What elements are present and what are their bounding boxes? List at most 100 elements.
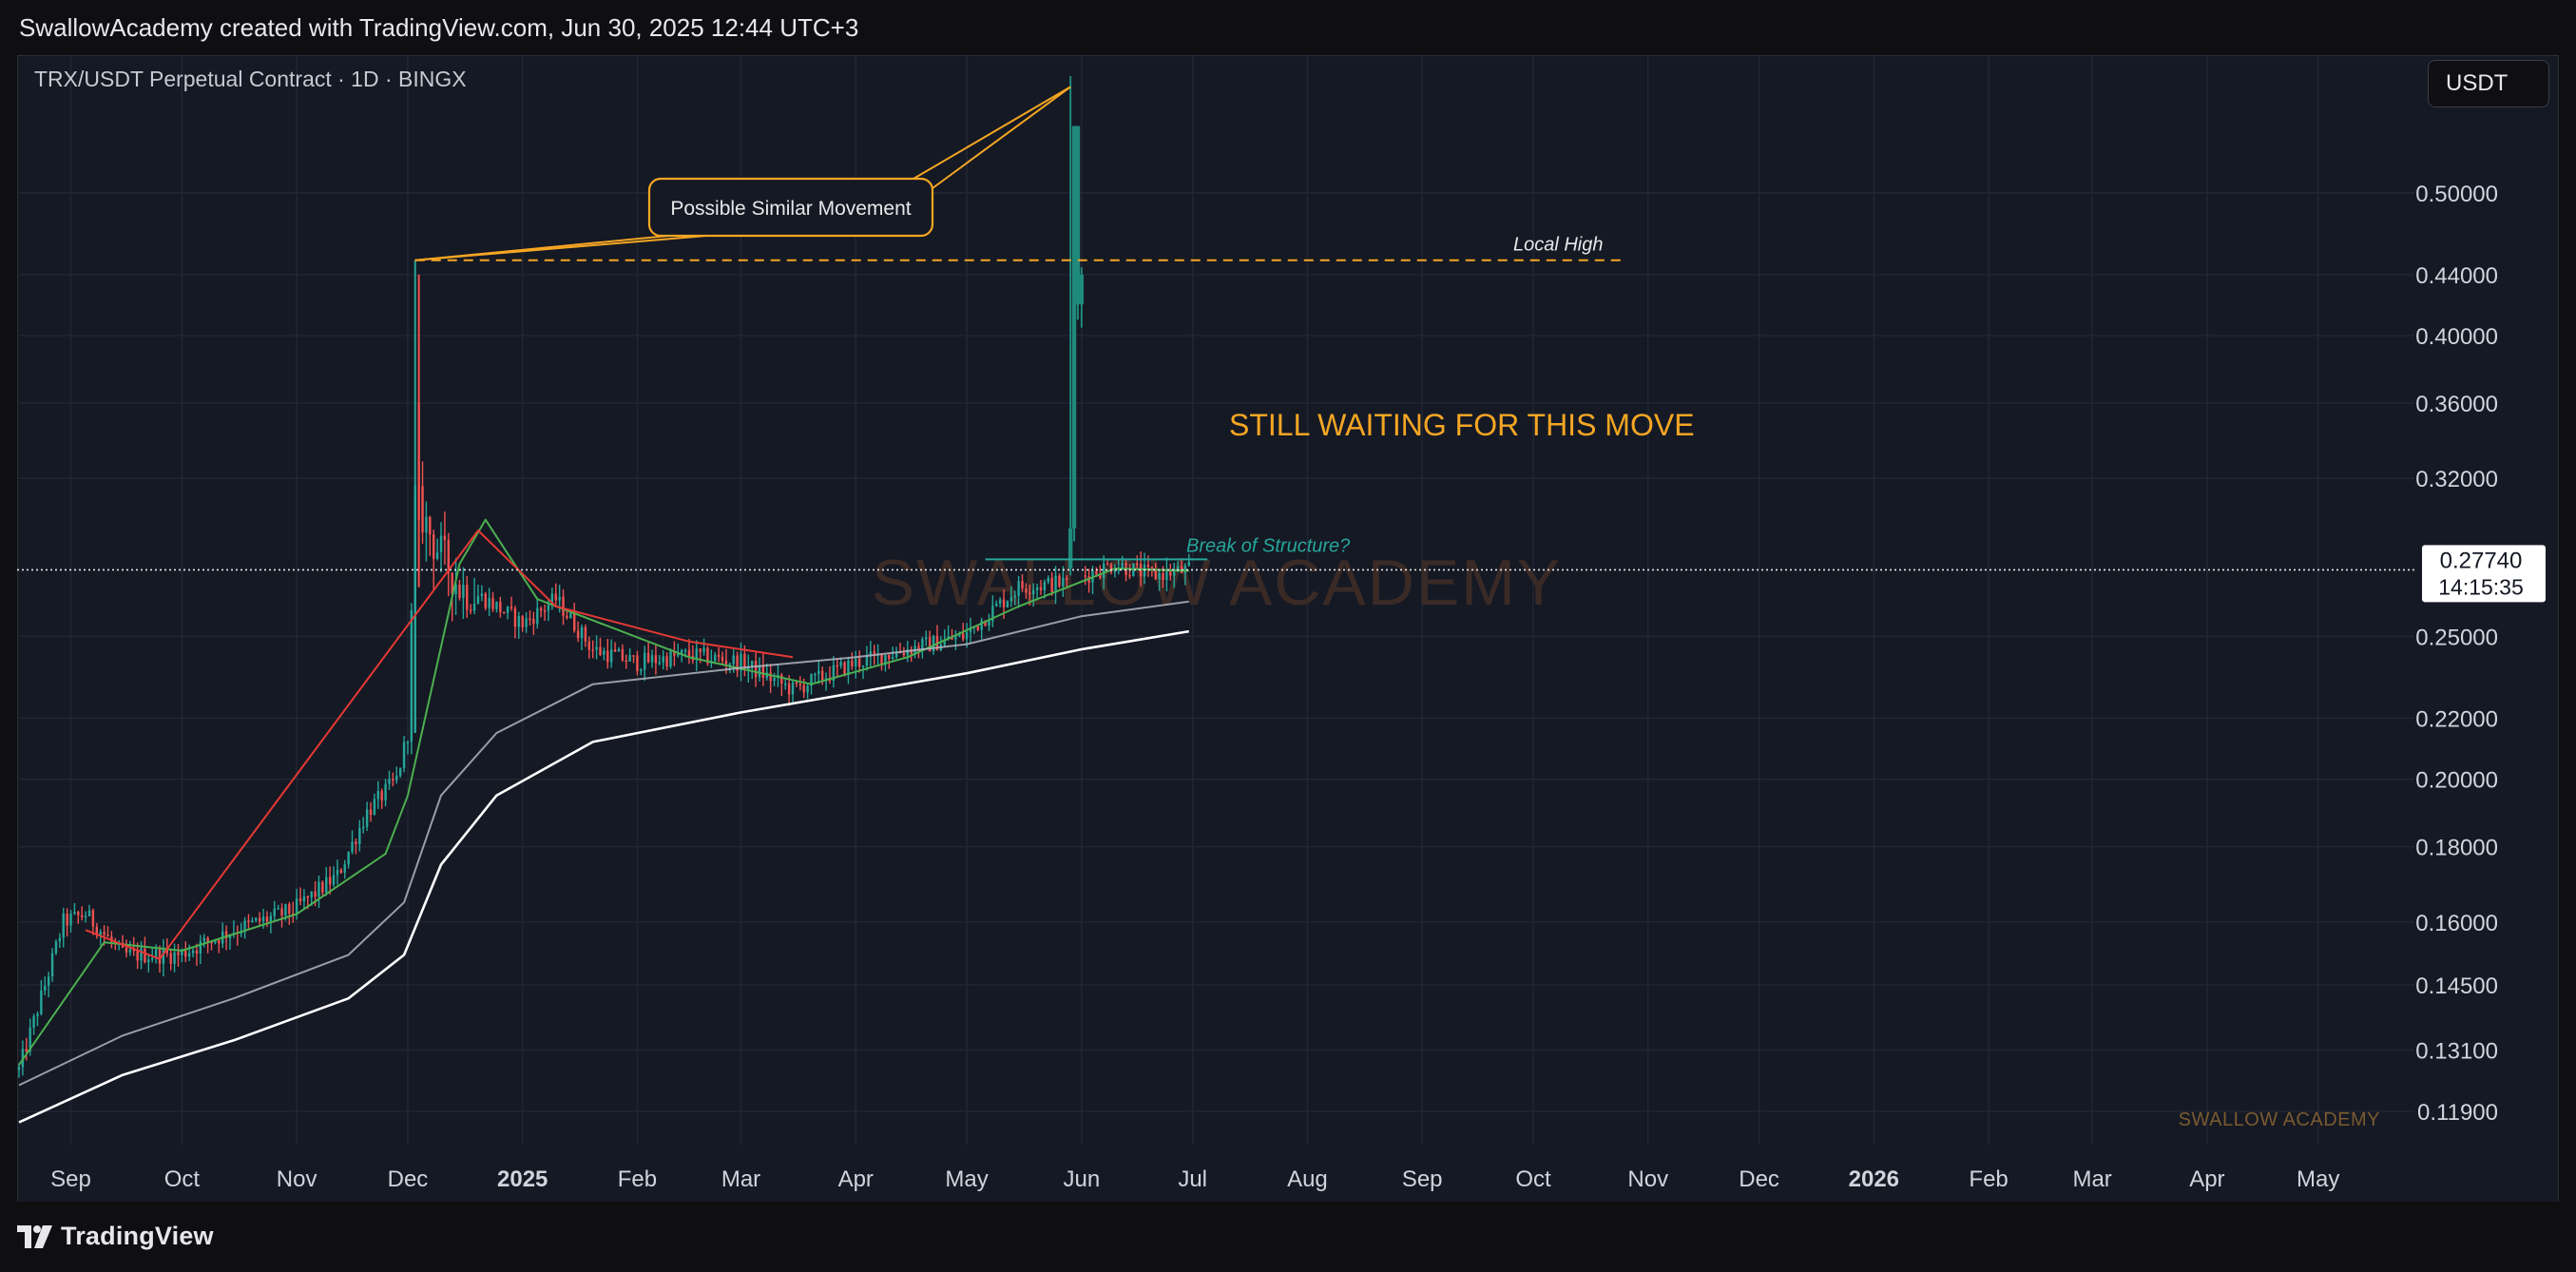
tradingview-logo-text: TradingView [61, 1222, 214, 1250]
candle-body [302, 896, 306, 902]
candle-body [806, 685, 809, 693]
price-chart[interactable]: SWALLOW ACADEMY Local High Possible Simila… [17, 55, 2557, 1201]
candle-body [1066, 577, 1068, 580]
candle-body [87, 910, 91, 916]
candle-body [621, 648, 625, 661]
candle-body [628, 655, 631, 662]
candle-body [128, 949, 132, 953]
candle-body [632, 655, 635, 657]
candle-body [1113, 570, 1117, 572]
top-bar: SwallowAcademy created with TradingView.… [0, 0, 2576, 55]
candle-body [210, 941, 213, 944]
candle-body [988, 621, 990, 626]
candle-body [443, 535, 447, 540]
candle-body [417, 402, 420, 520]
candle-body [865, 655, 869, 666]
candle-body [435, 551, 439, 559]
callout-box [647, 177, 934, 238]
moving-average-line [18, 629, 1190, 1124]
candle-body [798, 684, 802, 685]
candle-body [177, 952, 180, 955]
candle-body [861, 665, 865, 667]
candle-body [740, 653, 742, 671]
candle-body [169, 953, 172, 964]
y-tick-label: 0.50000 [2415, 182, 2498, 207]
candle-body [784, 683, 787, 685]
candle-body [1013, 595, 1016, 598]
callout-text: Possible Similar Movement [670, 198, 911, 220]
candle-body [154, 949, 158, 958]
candle-body [314, 891, 317, 897]
candle-body [1084, 575, 1086, 577]
candle-body [191, 950, 195, 954]
candle-body [721, 656, 724, 662]
candle-body [562, 596, 565, 616]
x-tick-label: Sep [50, 1166, 91, 1192]
candle-body [224, 931, 228, 939]
candle-body [547, 605, 550, 611]
candle-body [1050, 577, 1053, 592]
candle-body [351, 841, 354, 853]
candle-body [388, 779, 391, 784]
candle-body [439, 535, 443, 552]
candle-body [25, 1049, 28, 1052]
y-tick-label: 0.13100 [2415, 1038, 2498, 1064]
chart-frame[interactable] [17, 55, 2559, 1203]
candle-body [917, 646, 920, 651]
candle-body [580, 626, 584, 639]
x-tick-label: 2026 [1849, 1166, 1899, 1192]
tradingview-logo[interactable]: TradingView [17, 1222, 214, 1251]
candle-body [662, 656, 664, 663]
y-tick-label: 0.25000 [2415, 625, 2498, 650]
candle-body [646, 652, 650, 663]
candle-body [1021, 581, 1024, 589]
candle-body [706, 647, 709, 664]
currency-button[interactable]: USDT [2428, 60, 2549, 107]
candle-body [873, 651, 875, 654]
callout-connector-right [932, 86, 1071, 189]
candle-body [795, 682, 798, 684]
candle-body [284, 904, 287, 916]
candle-body [184, 950, 187, 957]
candle-body [847, 660, 850, 675]
candle-body [365, 809, 369, 827]
candle-body [66, 914, 68, 926]
candle-body [961, 633, 965, 640]
candle-body [77, 912, 80, 915]
candle-body [576, 630, 580, 639]
moving-average-line [18, 600, 1189, 1087]
y-tick-label: 0.18000 [2415, 836, 2498, 861]
candle-body [839, 662, 842, 666]
candle-body [269, 915, 273, 922]
candle-body [910, 649, 913, 655]
candle-body [447, 539, 451, 573]
candle-body [539, 607, 543, 611]
candle-body [1075, 125, 1081, 305]
candle-body [140, 948, 143, 961]
candle-body [787, 683, 791, 695]
candle-body [677, 653, 680, 656]
candle-body [644, 652, 646, 670]
candle-body [836, 665, 838, 667]
candle-body [673, 651, 676, 656]
candle-body [147, 959, 150, 963]
candle-body [384, 783, 387, 800]
candle-body [103, 932, 106, 935]
x-tick-label: Aug [1287, 1166, 1328, 1192]
candle-body [495, 601, 498, 609]
candle-body [1025, 588, 1028, 593]
candle-body [817, 670, 820, 674]
candle-body [1002, 599, 1006, 607]
candle-body [1079, 274, 1085, 305]
candle-body [536, 607, 539, 625]
candle-body [525, 618, 528, 627]
candle-body [857, 658, 861, 667]
candle-body [891, 657, 894, 660]
candle-body [943, 639, 946, 646]
break-of-structure-label: Break of Structure? [1186, 535, 1351, 556]
chart-title: TRX/USDT Perpetual Contract · 1D · BINGX [34, 67, 467, 91]
candle-body [321, 881, 324, 893]
callout-connector-left-2 [414, 235, 707, 261]
candle-body [373, 799, 376, 816]
candle-body [218, 940, 221, 944]
